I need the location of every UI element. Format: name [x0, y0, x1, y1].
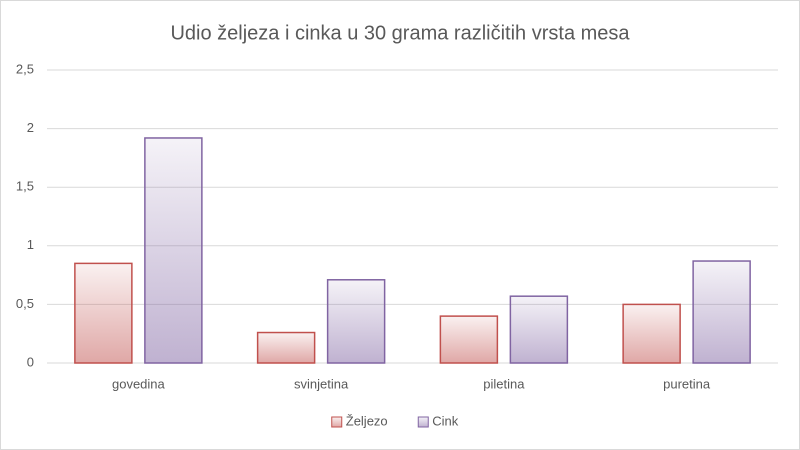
y-tick-label: 2: [27, 120, 34, 135]
legend-swatch: [417, 416, 429, 428]
bar: [439, 315, 499, 364]
x-tick-label: govedina: [112, 376, 166, 391]
legend-label: Željezo: [346, 413, 388, 428]
bar: [509, 295, 569, 364]
bar: [692, 260, 751, 364]
y-tick-label: 1,5: [16, 179, 34, 194]
x-tick-label: svinjetina: [294, 376, 349, 391]
legend-swatch: [331, 416, 343, 428]
legend-label: Cink: [432, 413, 459, 428]
bar: [256, 331, 316, 364]
x-tick-label: puretina: [663, 376, 711, 391]
bar: [326, 279, 386, 364]
y-tick-label: 2,5: [16, 61, 34, 76]
y-tick-label: 1: [27, 237, 34, 252]
y-tick-label: 0,5: [16, 296, 34, 311]
x-tick-label: piletina: [483, 376, 525, 391]
chart-title: Udio željeza i cinka u 30 grama različit…: [170, 22, 630, 44]
y-tick-label: 0: [27, 354, 34, 369]
bar: [74, 262, 133, 364]
bar: [144, 137, 203, 364]
bar: [622, 303, 681, 364]
